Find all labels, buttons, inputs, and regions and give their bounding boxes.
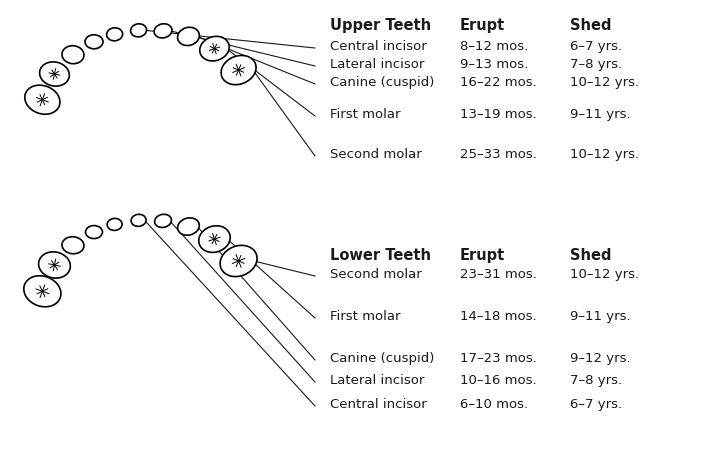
Text: 6–7 yrs.: 6–7 yrs. bbox=[570, 398, 622, 411]
Ellipse shape bbox=[199, 226, 230, 252]
Ellipse shape bbox=[107, 218, 122, 230]
Ellipse shape bbox=[154, 24, 172, 38]
Text: 10–12 yrs.: 10–12 yrs. bbox=[570, 268, 639, 281]
Ellipse shape bbox=[40, 62, 69, 86]
Text: 8–12 mos.: 8–12 mos. bbox=[460, 40, 528, 53]
Text: Second molar: Second molar bbox=[330, 268, 422, 281]
Ellipse shape bbox=[62, 237, 84, 254]
Text: 9–12 yrs.: 9–12 yrs. bbox=[570, 352, 631, 365]
Ellipse shape bbox=[24, 85, 60, 114]
Text: Erupt: Erupt bbox=[460, 248, 505, 263]
Ellipse shape bbox=[131, 214, 146, 227]
Ellipse shape bbox=[155, 214, 171, 228]
Ellipse shape bbox=[178, 27, 199, 46]
Text: 7–8 yrs.: 7–8 yrs. bbox=[570, 374, 622, 387]
Ellipse shape bbox=[221, 55, 256, 85]
Ellipse shape bbox=[178, 218, 199, 235]
Text: 7–8 yrs.: 7–8 yrs. bbox=[570, 58, 622, 71]
Text: Central incisor: Central incisor bbox=[330, 40, 427, 53]
Text: First molar: First molar bbox=[330, 108, 400, 121]
Text: 9–11 yrs.: 9–11 yrs. bbox=[570, 108, 631, 121]
Text: Shed: Shed bbox=[570, 18, 611, 33]
Text: Second molar: Second molar bbox=[330, 148, 422, 161]
Text: First molar: First molar bbox=[330, 310, 400, 323]
Text: 9–13 mos.: 9–13 mos. bbox=[460, 58, 528, 71]
Text: Lateral incisor: Lateral incisor bbox=[330, 374, 424, 387]
Ellipse shape bbox=[130, 24, 147, 37]
Ellipse shape bbox=[220, 245, 257, 277]
Text: Canine (cuspid): Canine (cuspid) bbox=[330, 76, 434, 89]
Text: 14–18 mos.: 14–18 mos. bbox=[460, 310, 536, 323]
Text: 9–11 yrs.: 9–11 yrs. bbox=[570, 310, 631, 323]
Ellipse shape bbox=[39, 252, 71, 278]
Text: Central incisor: Central incisor bbox=[330, 398, 427, 411]
Text: 10–12 yrs.: 10–12 yrs. bbox=[570, 148, 639, 161]
Text: 16–22 mos.: 16–22 mos. bbox=[460, 76, 536, 89]
Text: Erupt: Erupt bbox=[460, 18, 505, 33]
Text: 10–12 yrs.: 10–12 yrs. bbox=[570, 76, 639, 89]
Text: 6–10 mos.: 6–10 mos. bbox=[460, 398, 528, 411]
Ellipse shape bbox=[62, 46, 84, 64]
Ellipse shape bbox=[24, 276, 61, 307]
Text: Canine (cuspid): Canine (cuspid) bbox=[330, 352, 434, 365]
Ellipse shape bbox=[85, 35, 103, 49]
Text: 6–7 yrs.: 6–7 yrs. bbox=[570, 40, 622, 53]
Text: 23–31 mos.: 23–31 mos. bbox=[460, 268, 537, 281]
Text: 17–23 mos.: 17–23 mos. bbox=[460, 352, 537, 365]
Ellipse shape bbox=[199, 36, 229, 61]
Text: Lateral incisor: Lateral incisor bbox=[330, 58, 424, 71]
Text: 25–33 mos.: 25–33 mos. bbox=[460, 148, 537, 161]
Ellipse shape bbox=[107, 28, 122, 41]
Text: Shed: Shed bbox=[570, 248, 611, 263]
Text: Upper Teeth: Upper Teeth bbox=[330, 18, 431, 33]
Text: 10–16 mos.: 10–16 mos. bbox=[460, 374, 536, 387]
Text: Lower Teeth: Lower Teeth bbox=[330, 248, 431, 263]
Ellipse shape bbox=[86, 226, 102, 238]
Text: 13–19 mos.: 13–19 mos. bbox=[460, 108, 536, 121]
